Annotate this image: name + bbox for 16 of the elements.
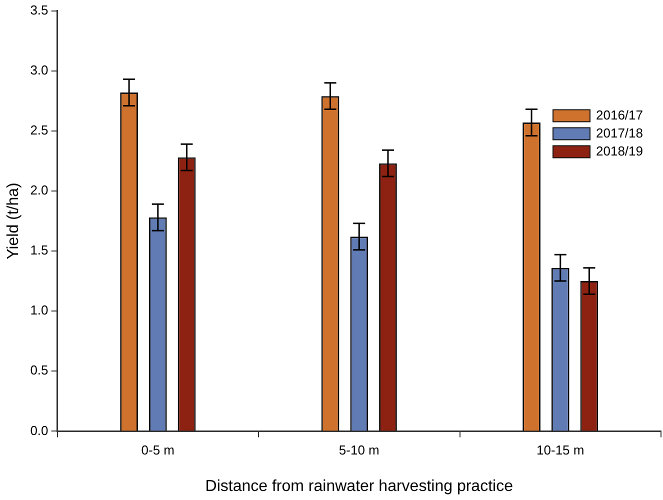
y-tick-label: 3.0 bbox=[30, 62, 48, 78]
x-tick-label: 5-10 m bbox=[338, 442, 380, 458]
x-tick-label: 0-5 m bbox=[141, 442, 175, 458]
y-tick-label: 1.5 bbox=[30, 242, 48, 258]
y-tick-label: 1.0 bbox=[30, 302, 48, 318]
legend-label: 2016/17 bbox=[596, 107, 643, 122]
y-tick-label: 2.5 bbox=[30, 122, 48, 138]
x-tick-label: 10-15 m bbox=[536, 442, 584, 458]
x-axis-title: Distance from rainwater harvesting practice bbox=[205, 478, 514, 495]
y-tick-label: 0.0 bbox=[30, 422, 48, 438]
legend-label: 2017/18 bbox=[596, 125, 643, 140]
legend-label: 2018/19 bbox=[596, 143, 643, 158]
y-tick-label: 3.5 bbox=[30, 2, 48, 18]
y-tick-label: 2.0 bbox=[30, 182, 48, 198]
y-axis-title: Yield (t/ha) bbox=[5, 182, 22, 260]
y-tick-label: 0.5 bbox=[30, 362, 48, 378]
